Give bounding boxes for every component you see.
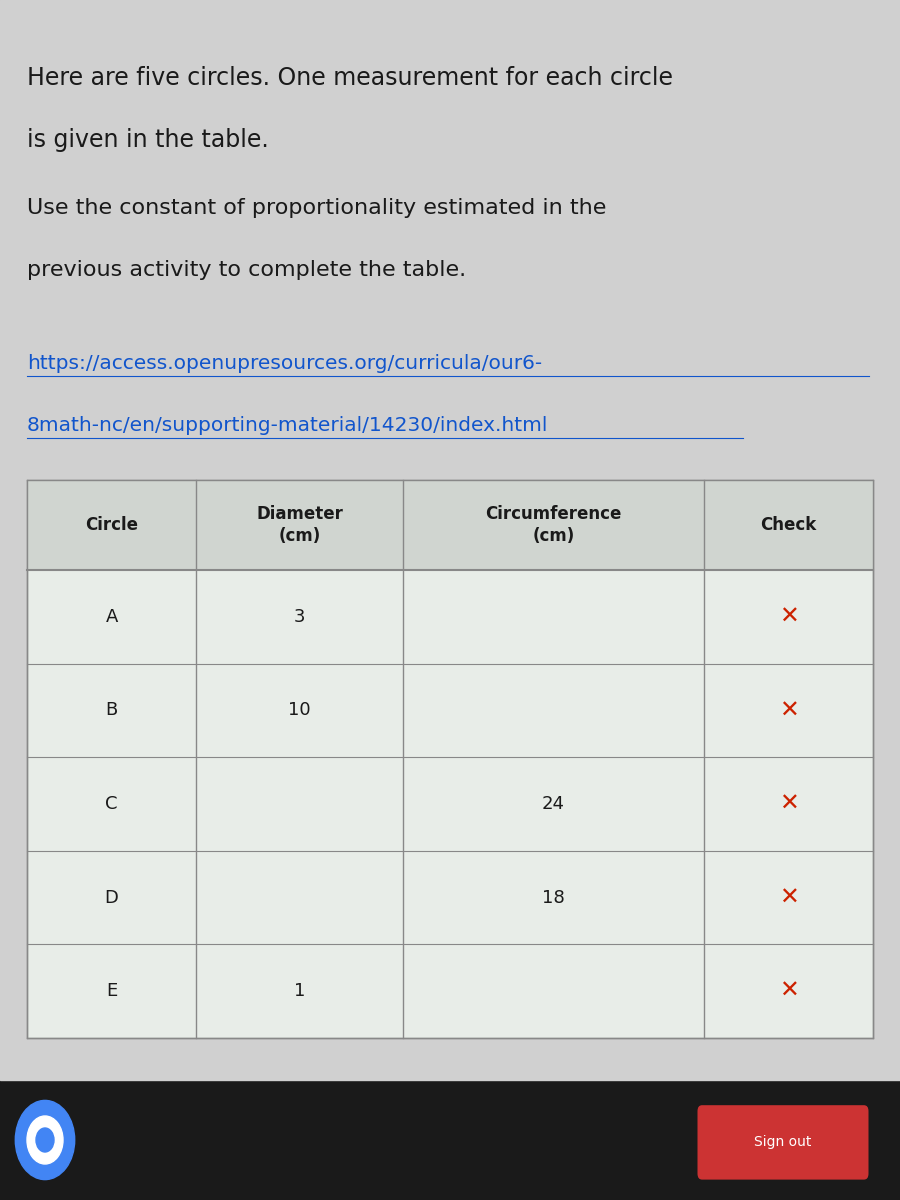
- Circle shape: [36, 1128, 54, 1152]
- Text: C: C: [105, 794, 118, 812]
- Text: Here are five circles. One measurement for each circle: Here are five circles. One measurement f…: [27, 66, 673, 90]
- Text: Circle: Circle: [86, 516, 138, 534]
- Text: B: B: [105, 701, 118, 719]
- Bar: [27, 480, 873, 1038]
- Text: Sign out: Sign out: [754, 1135, 812, 1150]
- Text: 8math-nc/en/supporting-material/14230/index.html: 8math-nc/en/supporting-material/14230/in…: [27, 416, 548, 436]
- Bar: [27, 480, 873, 570]
- Text: E: E: [106, 982, 117, 1000]
- Text: D: D: [104, 888, 119, 907]
- Text: is given in the table.: is given in the table.: [27, 128, 269, 152]
- Text: ✕: ✕: [778, 698, 798, 722]
- Text: previous activity to complete the table.: previous activity to complete the table.: [27, 260, 466, 281]
- Text: ✕: ✕: [778, 605, 798, 629]
- Text: Circumference
(cm): Circumference (cm): [485, 505, 622, 545]
- Circle shape: [27, 1116, 63, 1164]
- Text: 10: 10: [288, 701, 310, 719]
- Bar: [0, 1080, 900, 1200]
- Text: 3: 3: [293, 607, 305, 625]
- Text: ✕: ✕: [778, 886, 798, 910]
- Circle shape: [15, 1100, 75, 1180]
- Text: ✕: ✕: [778, 979, 798, 1003]
- Text: 18: 18: [542, 888, 565, 907]
- Text: 24: 24: [542, 794, 565, 812]
- Text: 1: 1: [294, 982, 305, 1000]
- Text: Use the constant of proportionality estimated in the: Use the constant of proportionality esti…: [27, 198, 607, 218]
- FancyBboxPatch shape: [698, 1105, 868, 1180]
- Text: ✕: ✕: [778, 792, 798, 816]
- Text: Diameter
(cm): Diameter (cm): [256, 505, 343, 545]
- Text: https://access.openupresources.org/curricula/our6-: https://access.openupresources.org/curri…: [27, 354, 542, 373]
- Text: Check: Check: [760, 516, 816, 534]
- Text: A: A: [105, 607, 118, 625]
